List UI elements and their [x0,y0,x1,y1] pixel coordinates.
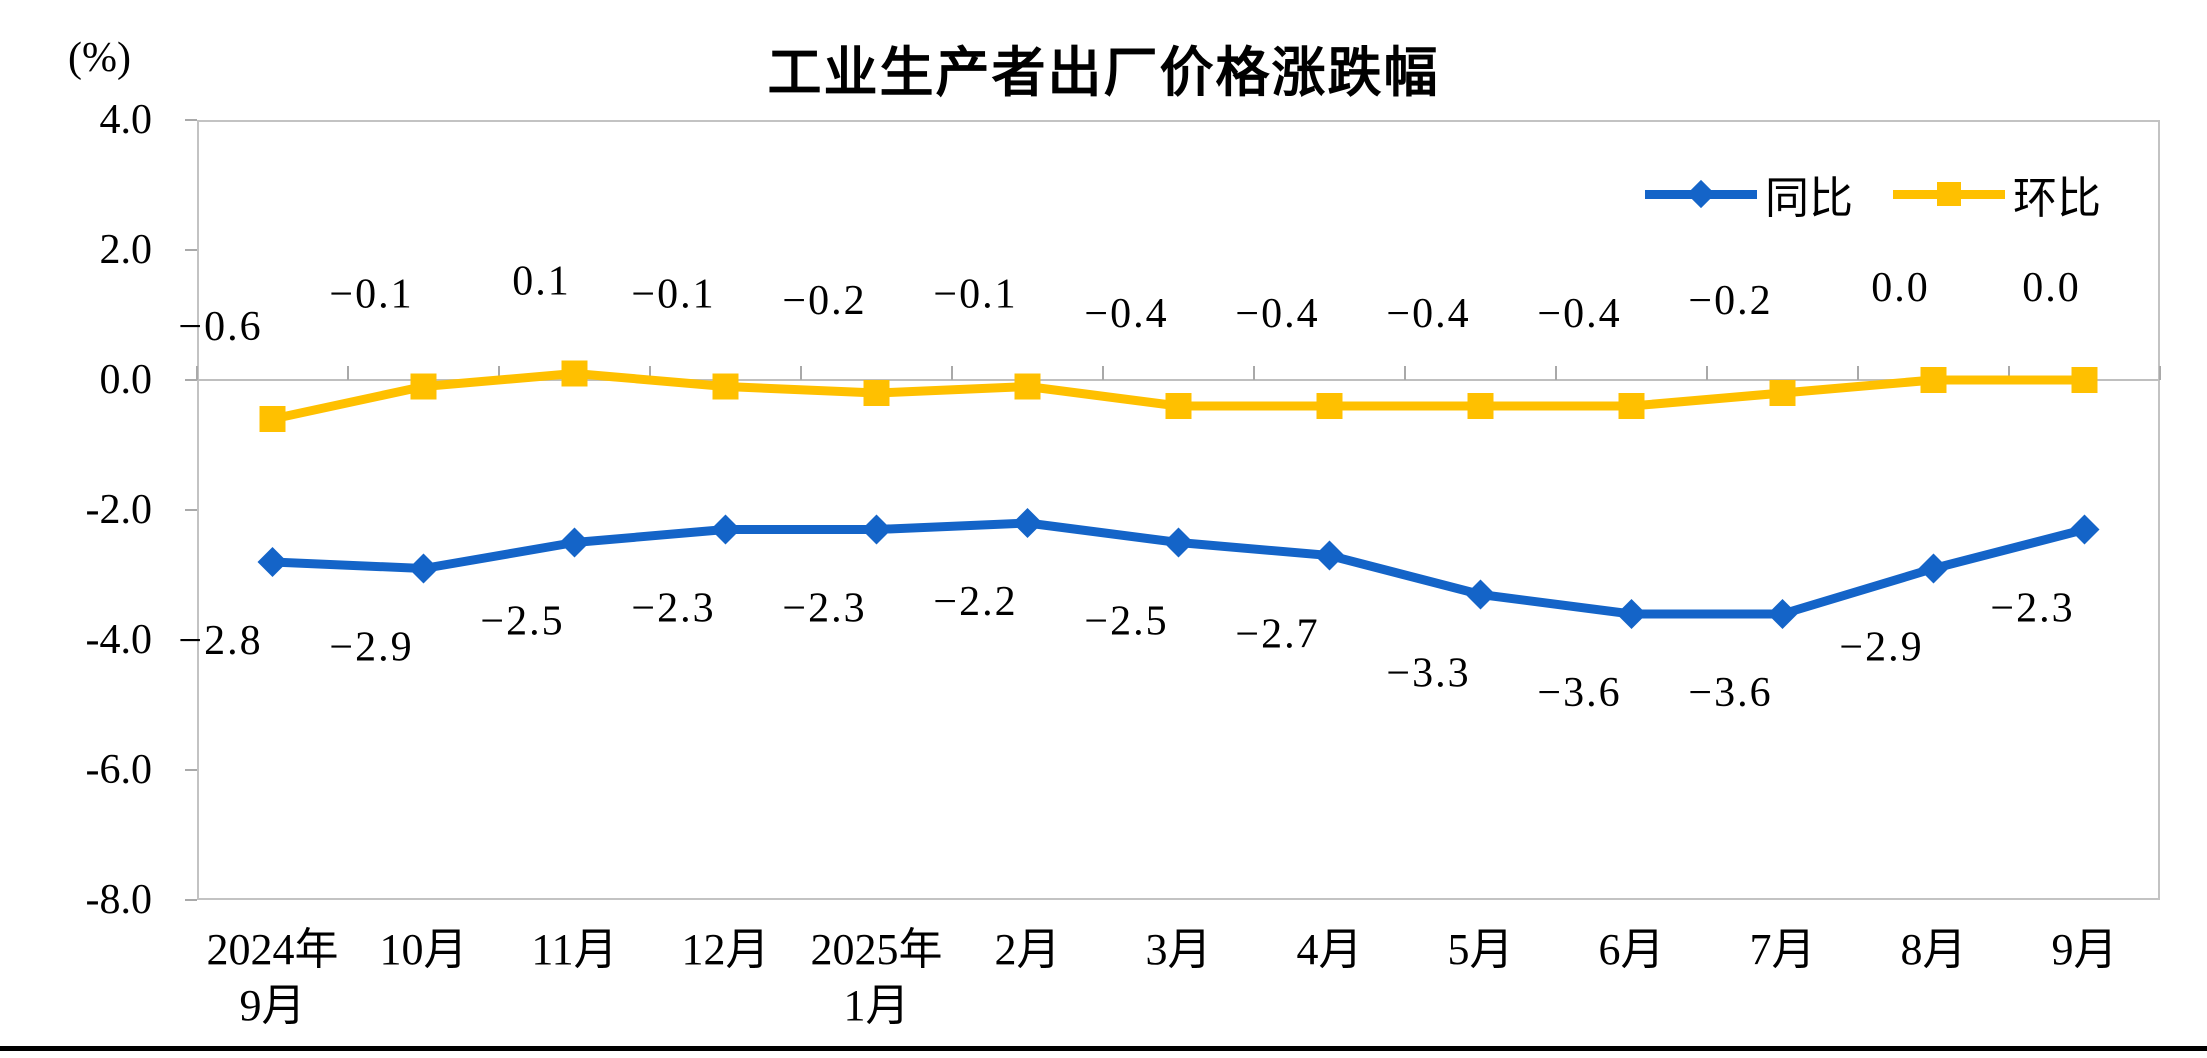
huanbi-data-point [1467,393,1494,419]
x-axis-category-label: 10月 [379,925,468,974]
y-axis-tick-label: -8.0 [85,877,153,923]
tongbi-data-point [559,527,590,558]
huanbi-data-point [561,360,588,387]
huanbi-data-label: −0.4 [1386,291,1470,337]
tongbi-data-label: −2.3 [1990,586,2074,632]
huanbi-data-label: −0.6 [178,304,262,350]
tongbi-data-point [1918,553,1949,584]
x-axis-category-label: 7月 [1749,925,1816,974]
tongbi-data-label: −2.8 [178,618,262,664]
tongbi-data-label: −2.9 [1839,625,1923,671]
y-axis-tick-label: 2.0 [99,227,153,273]
x-axis-category-label: 12月 [681,925,770,974]
tongbi-data-point [1012,508,1043,538]
x-axis-category-label: 2025年 1月 [810,925,943,1030]
y-axis-tick-label: -2.0 [85,487,153,533]
x-axis-category-label: 9月 [2051,925,2118,974]
huanbi-data-label: −0.2 [782,278,866,324]
tongbi-data-label: −3.3 [1386,651,1470,697]
y-axis-tick-label: 0.0 [99,357,153,403]
huanbi-data-point [712,373,739,400]
tongbi-data-point [408,553,439,584]
huanbi-data-point [1769,380,1796,406]
huanbi-data-point [863,380,890,406]
huanbi-data-label: −0.1 [631,272,715,318]
huanbi-data-point [1165,393,1192,419]
chart-legend: 同比 环比 [1645,162,2101,226]
tongbi-line-swatch [1645,179,1757,209]
y-axis-tick-label: -4.0 [85,617,153,663]
huanbi-square-marker-icon [1937,182,1961,206]
x-axis-category-label: 2月 [994,925,1061,974]
legend-label-tongbi: 同比 [1765,174,1853,223]
chart-title: 工业生产者出厂价格涨跌幅 [767,43,1440,103]
y-axis-tick-label: 4.0 [99,97,153,143]
x-axis-category-label: 3月 [1145,925,1212,974]
tongbi-data-label: −2.7 [1235,612,1319,658]
huanbi-data-label: −0.2 [1688,278,1772,324]
tongbi-data-point [1616,599,1647,629]
huanbi-data-label: −0.4 [1084,291,1168,337]
huanbi-line-swatch [1893,182,2005,206]
huanbi-data-label: −0.4 [1537,291,1621,337]
x-axis-category-label: 5月 [1447,925,1514,974]
tongbi-data-point [1163,527,1194,558]
huanbi-data-label: −0.1 [329,272,413,318]
x-axis-category-label: 2024年 9月 [206,925,339,1030]
tongbi-data-label: −2.2 [933,579,1017,625]
x-axis-category-label: 11月 [531,925,618,974]
huanbi-data-label: 0.0 [1871,265,1930,311]
tongbi-data-point [710,514,741,545]
tongbi-data-point [1465,579,1496,610]
tongbi-data-label: −2.9 [329,625,413,671]
tongbi-data-label: −2.5 [480,599,564,645]
y-axis-tick-label: -6.0 [85,747,153,793]
legend-label-huanbi: 环比 [2013,174,2101,223]
tongbi-data-label: −2.5 [1084,599,1168,645]
legend-item-tongbi: 同比 [1645,162,1853,226]
bottom-border-line [0,1046,2207,1051]
tongbi-data-point [1767,599,1798,629]
tongbi-data-point [1314,540,1345,571]
huanbi-data-label: −0.1 [933,272,1017,318]
huanbi-data-point [2071,367,2098,393]
huanbi-data-point [1618,393,1645,419]
huanbi-data-point [1920,367,1947,393]
x-axis-category-label: 6月 [1598,925,1665,974]
tongbi-data-label: −3.6 [1537,670,1621,716]
tongbi-data-point [861,514,892,545]
plot-svg: −2.8 −2.9 −2.5 −2.3 −2.3 −2.2 −2.5 −2.7 −3.3 −3.6… [178,119,2161,901]
x-axis-category-label: 4月 [1296,925,1363,974]
huanbi-data-label: 0.0 [2022,265,2081,311]
tongbi-data-label: −2.3 [631,586,715,632]
huanbi-data-point [259,406,286,432]
huanbi-data-point [1316,393,1343,419]
huanbi-data-point [410,373,437,400]
legend-item-huanbi: 环比 [1893,162,2101,226]
plot-area: −2.8 −2.9 −2.5 −2.3 −2.3 −2.2 −2.5 −2.7 −3.3 −3.6… [178,119,2161,901]
huanbi-data-label: 0.1 [512,259,571,305]
tongbi-data-point [2069,514,2100,545]
tongbi-data-label: −3.6 [1688,670,1772,716]
x-axis-category-label: 8月 [1900,925,1967,974]
huanbi-data-label: −0.4 [1235,291,1319,337]
tongbi-data-label: −2.3 [782,586,866,632]
huanbi-data-point [1014,373,1041,400]
tongbi-data-point [257,547,288,577]
y-axis-unit-label: (%) [68,35,131,81]
